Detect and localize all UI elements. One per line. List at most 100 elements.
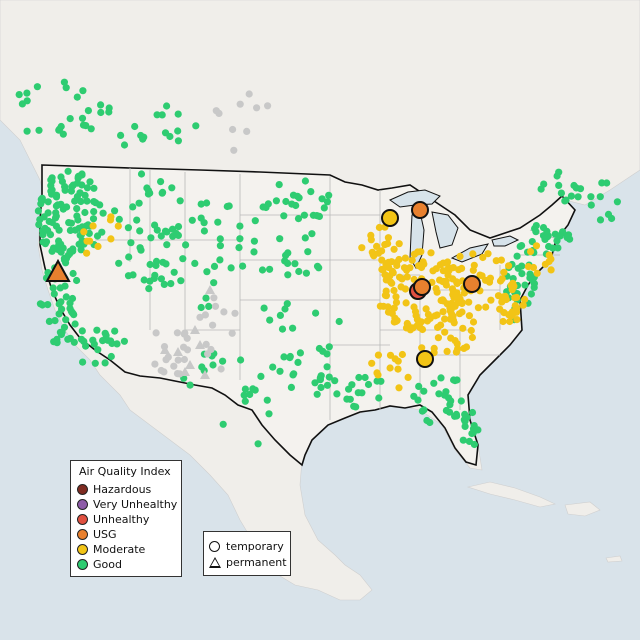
monitor-dot (159, 188, 167, 196)
monitor-dot (39, 238, 47, 246)
monitor-dot (446, 401, 454, 409)
monitor-dot (284, 271, 292, 279)
monitor-dot (556, 232, 564, 240)
monitor-dot (236, 222, 244, 230)
monitor-dot (293, 192, 302, 200)
aqi-legend-title: Air Quality Index (79, 465, 171, 478)
legend-label: permanent (226, 555, 287, 569)
monitor-dot (513, 304, 521, 312)
monitor-dot (500, 268, 508, 276)
monitor-dot (302, 269, 310, 277)
monitor-dot (205, 302, 213, 310)
monitor-dot (269, 363, 277, 371)
monitor-dot (545, 257, 553, 266)
temporary-monitor-marker (416, 350, 434, 368)
monitor-sites (15, 78, 622, 449)
monitor-dot (531, 224, 539, 233)
monitor-dot (173, 329, 181, 337)
monitor-dot (250, 237, 258, 245)
monitor-dot (377, 377, 385, 385)
monitor-dot (241, 397, 249, 405)
monitor-dot (468, 333, 476, 342)
monitor-dot (230, 146, 238, 154)
monitor-dot (161, 129, 170, 137)
monitor-dot (487, 296, 495, 304)
monitor-dot (451, 291, 459, 299)
monitor-dot (120, 141, 129, 149)
monitor-dot (301, 234, 309, 242)
monitor-dot (458, 308, 466, 316)
monitor-dot (174, 110, 182, 118)
monitor-dot (61, 282, 69, 290)
monitor-dot (459, 436, 467, 444)
monitor-dot (513, 316, 521, 324)
monitor-dot (451, 412, 459, 420)
monitor-dot (251, 217, 259, 225)
monitor-dot (286, 354, 294, 362)
monitor-dot (442, 406, 450, 415)
monitor-dot (124, 272, 133, 280)
monitor-dot (168, 184, 176, 192)
monitor-dot (276, 235, 284, 243)
monitor-dot (498, 298, 506, 306)
legend-item-temporary: temporary (209, 539, 284, 553)
monitor-dot (94, 346, 102, 354)
monitor-dot (197, 303, 205, 312)
monitor-dot (281, 305, 289, 313)
monitor-dot (52, 222, 61, 230)
monitor-dot (474, 426, 482, 434)
monitor-dot (90, 340, 98, 348)
monitor-dot (422, 305, 430, 313)
monitor-dot (460, 344, 468, 352)
permanent-site-marker (200, 370, 210, 379)
monitor-dot (66, 115, 74, 123)
monitor-dot (266, 265, 274, 273)
monitor-dot (63, 203, 71, 211)
monitor-dot (384, 234, 392, 242)
monitor-dot (107, 235, 115, 243)
monitor-dot (427, 249, 435, 257)
monitor-dot (587, 193, 595, 201)
monitor-dot (101, 359, 109, 367)
monitor-dot (52, 209, 60, 217)
monitor-dot (219, 357, 227, 365)
monitor-dot (245, 90, 253, 98)
monitor-dot (437, 296, 445, 305)
monitor-dot (69, 269, 77, 278)
monitor-dot (392, 293, 400, 301)
monitor-dot (82, 342, 90, 350)
monitor-dot (177, 277, 185, 285)
monitor-dot (275, 181, 283, 189)
monitor-dot (469, 318, 478, 326)
monitor-dot (124, 224, 132, 232)
monitor-dot (57, 122, 65, 131)
legend-item-very-unhealthy: Very Unhealthy (77, 497, 177, 511)
monitor-dot (456, 252, 464, 260)
monitor-dot (368, 359, 376, 367)
circle-icon (209, 540, 220, 552)
monitor-dot (454, 299, 462, 307)
monitor-dot (459, 324, 467, 332)
monitor-dot (554, 244, 562, 252)
monitor-dot (117, 131, 125, 139)
permanent-site-marker (195, 340, 205, 349)
monitor-dot (307, 188, 315, 196)
monitor-dot (367, 236, 375, 244)
monitor-dot (107, 352, 115, 361)
monitor-dot (479, 253, 487, 262)
monitor-dot (389, 269, 397, 277)
monitor-dot (129, 203, 137, 211)
monitor-dot (202, 340, 210, 348)
monitor-dot (301, 177, 309, 185)
monitor-dot (596, 193, 604, 201)
monitor-dot (216, 256, 224, 264)
monitor-dot (153, 111, 161, 119)
monitor-dot (172, 229, 180, 237)
monitor-dot (358, 244, 366, 252)
monitor-dot (570, 181, 578, 190)
monitor-dot (50, 290, 58, 298)
monitor-dot (82, 222, 90, 230)
monitor-dot (164, 353, 172, 361)
monitor-dot (62, 84, 70, 92)
monitor-dot (443, 347, 451, 355)
